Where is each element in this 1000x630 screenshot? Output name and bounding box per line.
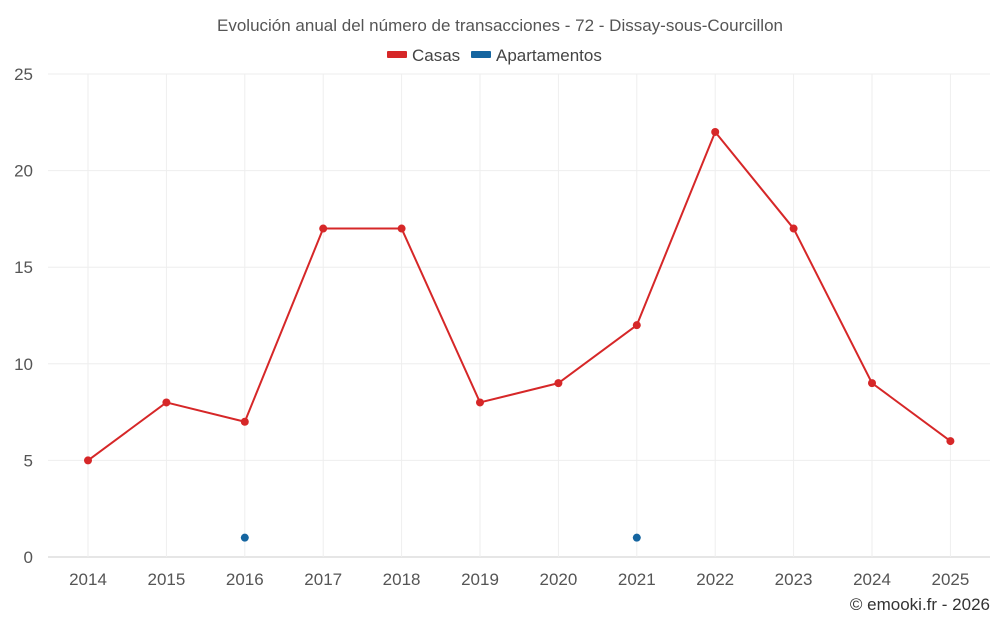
data-point-casas-2020[interactable] xyxy=(554,379,563,388)
data-point-casas-2023[interactable] xyxy=(789,224,798,233)
legend-item-casas[interactable]: Casas xyxy=(387,46,460,65)
grid xyxy=(48,73,990,558)
y-axis: 0 5 10 15 20 25 xyxy=(14,65,33,567)
legend-label-apartamentos: Apartamentos xyxy=(496,46,602,65)
series-line-casas xyxy=(87,130,951,462)
data-point-casas-2014[interactable] xyxy=(84,456,92,465)
credit-text: © emooki.fr - 2026 xyxy=(850,595,990,614)
data-point-casas-2025[interactable] xyxy=(946,437,955,446)
y-tick-label: 15 xyxy=(14,258,33,277)
legend-label-casas: Casas xyxy=(412,46,460,65)
x-tick-label: 2018 xyxy=(383,570,421,589)
chart-title: Evolución anual del número de transaccio… xyxy=(217,16,783,35)
y-tick-label: 10 xyxy=(14,355,33,374)
x-tick-label: 2024 xyxy=(853,570,891,589)
legend-item-apartamentos[interactable]: Apartamentos xyxy=(471,46,602,65)
x-tick-label: 2019 xyxy=(461,570,499,589)
x-tick-label: 2025 xyxy=(931,570,969,589)
x-tick-label: 2021 xyxy=(618,570,656,589)
y-tick-label: 5 xyxy=(24,451,33,470)
data-point-casas-2017[interactable] xyxy=(319,224,328,233)
x-tick-label: 2017 xyxy=(304,570,342,589)
data-point-casas-2016[interactable] xyxy=(240,417,249,426)
x-tick-label: 2022 xyxy=(696,570,734,589)
data-point-casas-2021[interactable] xyxy=(632,321,641,330)
series-layer xyxy=(84,127,955,542)
x-axis: 2014 2015 2016 2017 2018 2019 2020 2021 2022 2023… xyxy=(69,570,969,589)
x-tick-label: 2015 xyxy=(147,570,185,589)
x-tick-label: 2016 xyxy=(226,570,264,589)
legend-swatch-apartamentos xyxy=(471,51,491,58)
data-point-casas-2019[interactable] xyxy=(476,398,484,407)
data-point-casas-2024[interactable] xyxy=(868,379,876,388)
y-tick-label: 0 xyxy=(24,548,33,567)
data-point-casas-2018[interactable] xyxy=(397,224,406,233)
data-point-apartamentos-2016[interactable] xyxy=(240,533,249,542)
data-point-casas-2015[interactable] xyxy=(162,398,171,407)
x-tick-label: 2020 xyxy=(539,570,577,589)
legend: Casas Apartamentos xyxy=(387,46,602,65)
legend-swatch-casas xyxy=(387,51,407,58)
data-point-apartamentos-2021[interactable] xyxy=(632,533,641,542)
x-tick-label: 2014 xyxy=(69,570,107,589)
y-tick-label: 20 xyxy=(14,162,33,181)
x-tick-label: 2023 xyxy=(775,570,813,589)
y-tick-label: 25 xyxy=(14,65,33,84)
data-point-casas-2022[interactable] xyxy=(711,127,720,136)
